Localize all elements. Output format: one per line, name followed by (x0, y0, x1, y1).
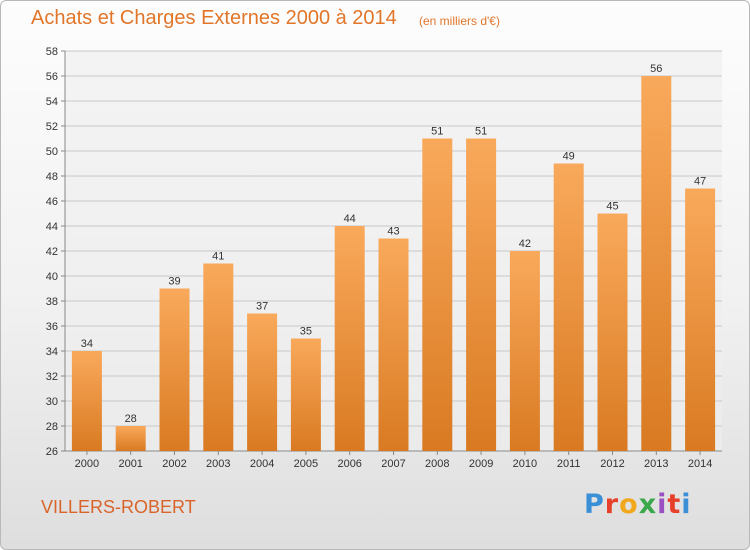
bar-value-label: 51 (475, 126, 487, 138)
proxiti-logo: Proxiti (584, 489, 692, 520)
x-tick-label: 2010 (513, 458, 537, 470)
x-tick-label: 2008 (425, 458, 449, 470)
bar-value-label: 43 (387, 226, 399, 238)
bar-2013 (641, 76, 672, 451)
bar-2005 (290, 338, 321, 451)
bar-2014 (685, 188, 716, 451)
bar-value-label: 42 (519, 238, 531, 250)
bar-value-label: 47 (694, 176, 706, 188)
bar-2004 (247, 313, 278, 451)
bar-2012 (597, 213, 628, 451)
bar-value-label: 49 (563, 151, 575, 163)
x-tick-label: 2009 (469, 458, 493, 470)
bar-2006 (334, 226, 365, 451)
y-tick-label: 32 (46, 371, 58, 383)
bar-2002 (159, 288, 190, 451)
x-tick-label: 2004 (250, 458, 274, 470)
bar-value-label: 34 (81, 338, 93, 350)
x-tick-label: 2006 (337, 458, 361, 470)
y-tick-label: 42 (46, 246, 58, 258)
bar-value-label: 41 (212, 251, 224, 263)
bar-2003 (203, 263, 234, 451)
y-tick-label: 36 (46, 321, 58, 333)
y-tick-label: 44 (46, 221, 58, 233)
y-tick-label: 56 (46, 71, 58, 83)
y-tick-label: 58 (46, 46, 58, 58)
bar-2011 (553, 163, 584, 451)
y-tick-label: 48 (46, 171, 58, 183)
y-tick-label: 52 (46, 121, 58, 133)
bar-2008 (422, 138, 453, 451)
bar-2009 (466, 138, 497, 451)
bar-2001 (115, 426, 146, 451)
bar-value-label: 44 (344, 213, 356, 225)
bar-2010 (509, 251, 540, 451)
x-tick-label: 2001 (118, 458, 142, 470)
y-tick-label: 50 (46, 146, 58, 158)
chart-title: Achats et Charges Externes 2000 à 2014 (31, 7, 397, 29)
y-tick-label: 28 (46, 421, 58, 433)
x-tick-label: 2012 (600, 458, 624, 470)
x-tick-label: 2014 (688, 458, 712, 470)
bar-value-label: 45 (606, 201, 618, 213)
x-tick-label: 2013 (644, 458, 668, 470)
x-tick-label: 2000 (75, 458, 99, 470)
bar-value-label: 37 (256, 301, 268, 313)
chart-subtitle: (en milliers d'€) (419, 14, 500, 28)
bar-value-label: 51 (431, 126, 443, 138)
x-tick-label: 2002 (162, 458, 186, 470)
x-tick-label: 2011 (557, 458, 581, 470)
bar-2000 (71, 351, 102, 451)
y-tick-label: 46 (46, 196, 58, 208)
commune-name: VILLERS-ROBERT (41, 497, 196, 517)
bar-value-label: 39 (168, 276, 180, 288)
y-tick-label: 54 (46, 96, 58, 108)
bar-2007 (378, 238, 409, 451)
x-tick-label: 2005 (294, 458, 318, 470)
bar-value-label: 28 (125, 413, 137, 425)
bar-value-label: 35 (300, 326, 312, 338)
y-tick-label: 40 (46, 271, 58, 283)
y-tick-label: 38 (46, 296, 58, 308)
x-tick-label: 2007 (381, 458, 405, 470)
bar-value-label: 56 (650, 63, 662, 75)
x-tick-label: 2003 (206, 458, 230, 470)
y-tick-label: 26 (46, 446, 58, 458)
y-tick-label: 34 (46, 346, 58, 358)
y-tick-label: 30 (46, 396, 58, 408)
